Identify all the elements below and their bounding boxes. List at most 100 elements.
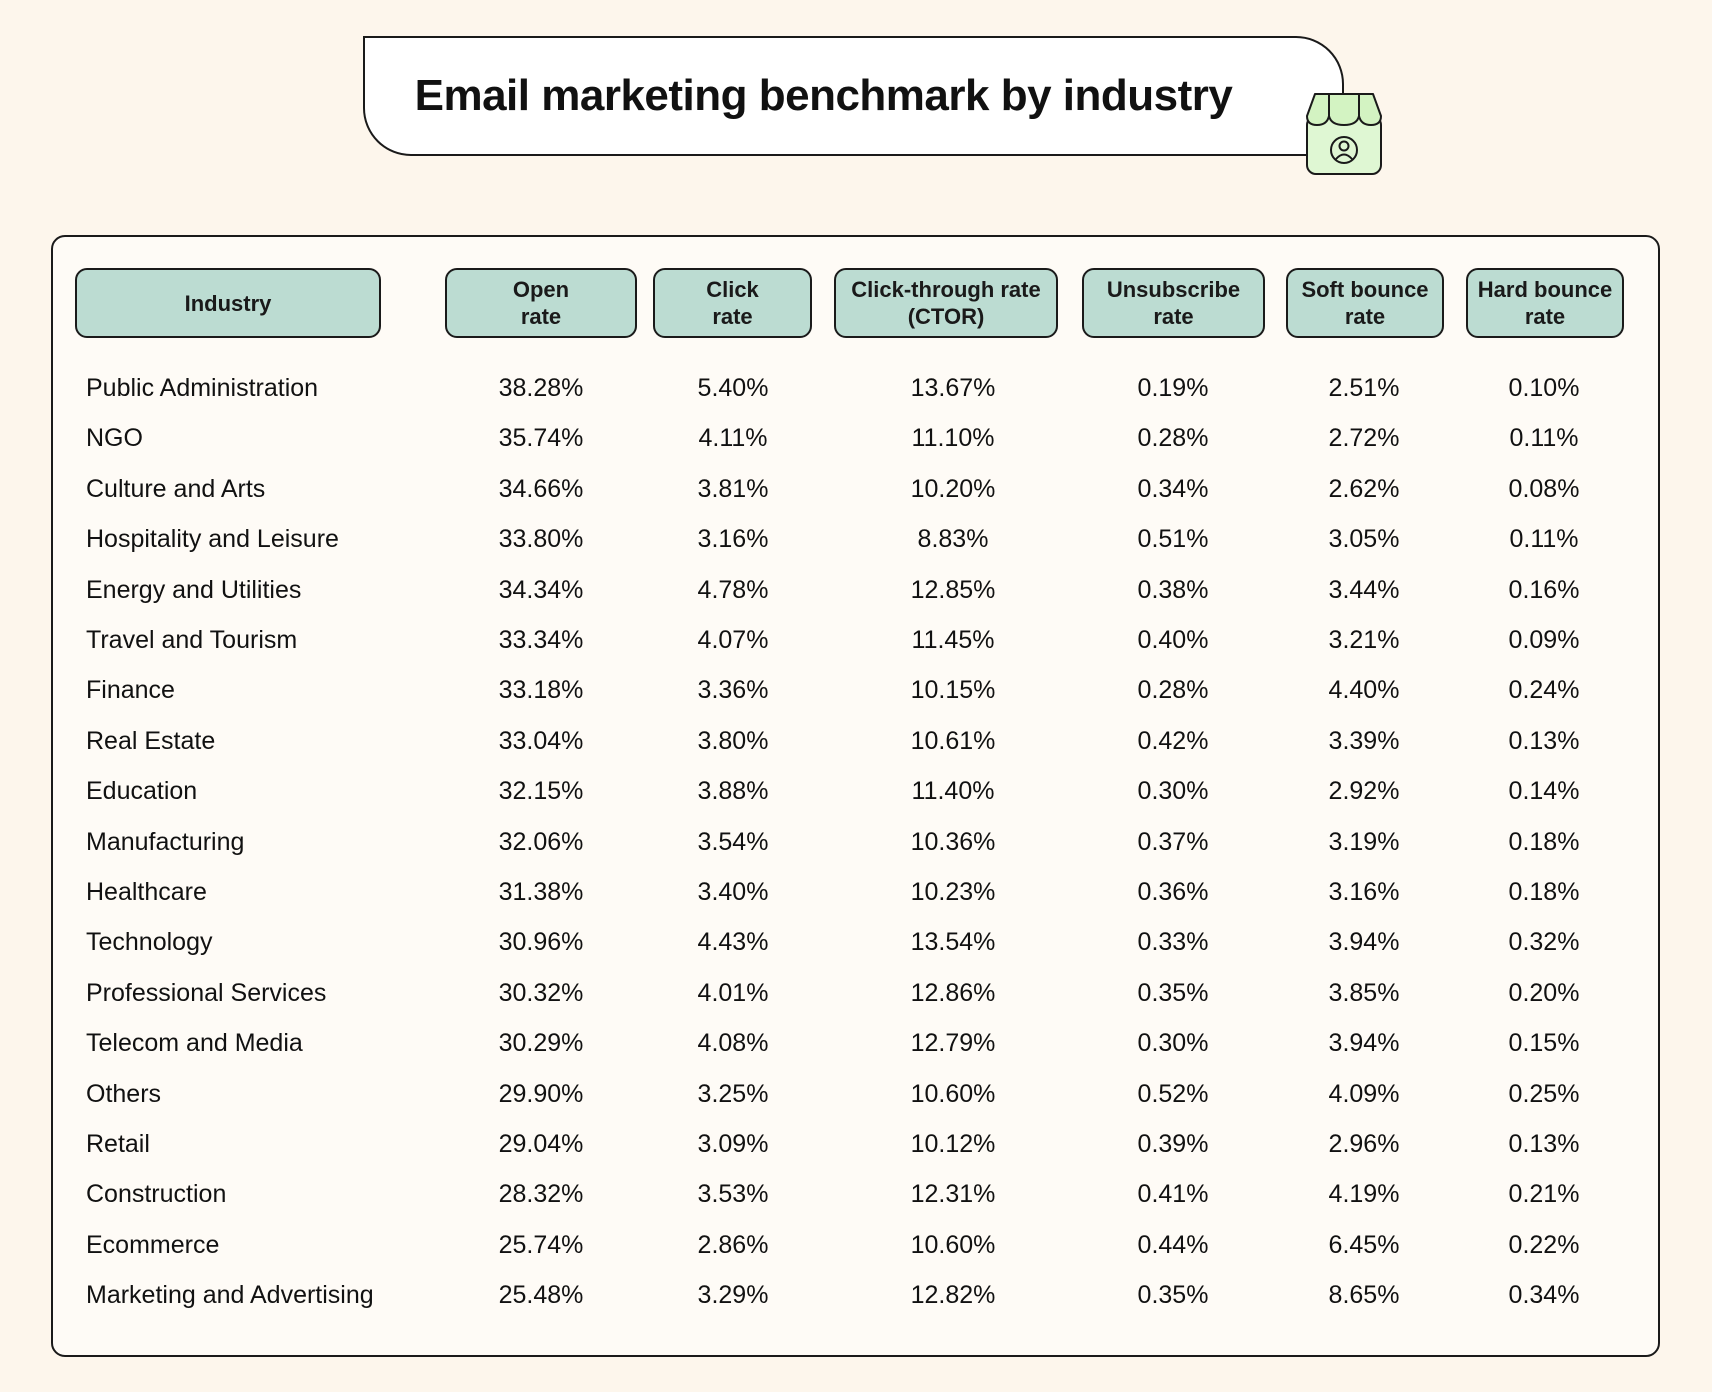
cell-click-rate: 4.43% xyxy=(697,928,769,957)
cell-hard-bounce-rate: 0.09% xyxy=(1508,626,1580,654)
table-row: Public Administration 38.28% 5.40% 13.67% 0.… xyxy=(53,368,1658,408)
cell-hard-bounce-rate: 0.25% xyxy=(1508,1079,1580,1108)
cell-click-rate: 2.86% xyxy=(697,1230,769,1259)
cell-ctor: 12.31% xyxy=(910,1180,996,1209)
cell-soft-bounce-rate: 2.51% xyxy=(1328,374,1400,402)
table-row: Manufacturing 32.06% 3.54% 10.36% 0.37% 3.19%… xyxy=(53,822,1658,862)
cell-ctor: 12.86% xyxy=(910,978,996,1007)
cell-hard-bounce-rate: 0.11% xyxy=(1509,424,1579,453)
cell-click-rate: 3.54% xyxy=(697,827,769,856)
cell-open-rate: 34.34% xyxy=(498,575,584,604)
cell-unsubscribe-rate: 0.28% xyxy=(1137,424,1209,453)
cell-unsubscribe-rate: 0.35% xyxy=(1137,1281,1209,1310)
chart-title: Email marketing benchmark by industry xyxy=(414,71,1233,120)
cell-click-rate: 4.08% xyxy=(697,1029,769,1058)
cell-unsubscribe-rate: 0.39% xyxy=(1137,1130,1209,1158)
cell-click-rate: 3.25% xyxy=(697,1079,769,1108)
cell-open-rate: 34.66% xyxy=(498,474,584,503)
industry-name: Marketing and Advertising xyxy=(86,1281,374,1310)
industry-name: Travel and Tourism xyxy=(86,626,298,654)
cell-click-rate: 3.09% xyxy=(697,1130,769,1158)
cell-ctor: 10.36% xyxy=(910,827,996,856)
cell-hard-bounce-rate: 0.15% xyxy=(1508,1029,1580,1058)
cell-click-rate: 3.81% xyxy=(697,474,769,503)
industry-name: Public Administration xyxy=(86,374,319,402)
industry-name: Energy and Utilities xyxy=(86,575,302,604)
cell-ctor: 10.12% xyxy=(910,1130,996,1158)
column-header-open-rate: Open rate xyxy=(445,268,637,338)
cell-unsubscribe-rate: 0.42% xyxy=(1137,726,1209,755)
industry-name: Healthcare xyxy=(86,878,207,906)
cell-ctor: 12.82% xyxy=(910,1281,996,1310)
cell-open-rate: 30.96% xyxy=(498,928,584,957)
cell-unsubscribe-rate: 0.40% xyxy=(1137,626,1209,654)
storefront-user-icon xyxy=(1306,93,1382,175)
cell-unsubscribe-rate: 0.37% xyxy=(1137,827,1209,856)
cell-open-rate: 33.80% xyxy=(498,525,584,554)
industry-name: NGO xyxy=(86,424,143,453)
cell-open-rate: 29.04% xyxy=(498,1130,584,1158)
cell-open-rate: 28.32% xyxy=(498,1180,584,1209)
cell-ctor: 13.54% xyxy=(910,928,996,957)
table-row: Professional Services 30.32% 4.01% 12.86% 0.… xyxy=(53,973,1658,1013)
cell-hard-bounce-rate: 0.10% xyxy=(1508,374,1580,402)
cell-soft-bounce-rate: 4.19% xyxy=(1328,1180,1400,1209)
industry-name: Telecom and Media xyxy=(86,1029,303,1058)
cell-soft-bounce-rate: 3.16% xyxy=(1328,878,1400,906)
table-row: Healthcare 31.38% 3.40% 10.23% 0.36% 3.16% 0.1… xyxy=(53,872,1658,912)
industry-name: Manufacturing xyxy=(86,827,245,856)
cell-open-rate: 32.06% xyxy=(498,827,584,856)
table-row: Energy and Utilities 34.34% 4.78% 12.85% 0.3… xyxy=(53,570,1658,610)
table-row: NGO 35.74% 4.11% 11.10% 0.28% 2.72% 0.11% xyxy=(53,418,1658,458)
cell-unsubscribe-rate: 0.30% xyxy=(1137,777,1209,806)
table-row: Ecommerce 25.74% 2.86% 10.60% 0.44% 6.45% 0.22… xyxy=(53,1225,1658,1265)
cell-click-rate: 3.29% xyxy=(697,1281,769,1310)
cell-unsubscribe-rate: 0.41% xyxy=(1137,1180,1209,1209)
cell-open-rate: 32.15% xyxy=(498,777,584,806)
cell-hard-bounce-rate: 0.20% xyxy=(1508,978,1580,1007)
table-row: Telecom and Media 30.29% 4.08% 12.79% 0.30% 3… xyxy=(53,1023,1658,1063)
table-row: Hospitality and Leisure 33.80% 3.16% 8.83% 0… xyxy=(53,519,1658,559)
cell-open-rate: 25.48% xyxy=(498,1281,584,1310)
cell-soft-bounce-rate: 3.21% xyxy=(1328,626,1400,654)
cell-ctor: 8.83% xyxy=(917,525,989,554)
industry-name: Retail xyxy=(86,1130,150,1158)
cell-hard-bounce-rate: 0.18% xyxy=(1508,878,1580,906)
cell-click-rate: 3.88% xyxy=(697,777,769,806)
cell-hard-bounce-rate: 0.34% xyxy=(1508,1281,1580,1310)
cell-click-rate: 3.80% xyxy=(697,726,769,755)
cell-hard-bounce-rate: 0.32% xyxy=(1508,928,1580,957)
column-header-soft-bounce-rate: Soft bounce rate xyxy=(1286,268,1444,338)
cell-soft-bounce-rate: 3.05% xyxy=(1328,525,1400,554)
industry-name: Construction xyxy=(86,1180,227,1209)
cell-ctor: 10.61% xyxy=(910,726,996,755)
column-header-ctor: Click-through rate (CTOR) xyxy=(834,268,1058,338)
cell-click-rate: 3.40% xyxy=(697,878,769,906)
cell-unsubscribe-rate: 0.38% xyxy=(1137,575,1209,604)
cell-hard-bounce-rate: 0.22% xyxy=(1508,1230,1580,1259)
cell-open-rate: 35.74% xyxy=(498,424,584,453)
cell-soft-bounce-rate: 3.39% xyxy=(1328,726,1400,755)
cell-hard-bounce-rate: 0.16% xyxy=(1508,575,1580,604)
cell-soft-bounce-rate: 2.92% xyxy=(1328,777,1400,806)
cell-hard-bounce-rate: 0.18% xyxy=(1508,827,1580,856)
cell-soft-bounce-rate: 4.40% xyxy=(1328,676,1400,705)
cell-soft-bounce-rate: 3.44% xyxy=(1328,575,1400,604)
column-header-click-rate: Click rate xyxy=(653,268,812,338)
cell-unsubscribe-rate: 0.28% xyxy=(1137,676,1209,705)
cell-unsubscribe-rate: 0.36% xyxy=(1137,878,1209,906)
cell-ctor: 11.45% xyxy=(911,626,995,654)
cell-unsubscribe-rate: 0.33% xyxy=(1137,928,1209,957)
table-row: Real Estate 33.04% 3.80% 10.61% 0.42% 3.39% 0.… xyxy=(53,721,1658,761)
industry-name: Ecommerce xyxy=(86,1230,220,1259)
column-header-industry: Industry xyxy=(75,268,381,338)
cell-unsubscribe-rate: 0.34% xyxy=(1137,474,1209,503)
cell-hard-bounce-rate: 0.11% xyxy=(1509,525,1579,554)
cell-click-rate: 5.40% xyxy=(697,374,769,402)
cell-ctor: 11.10% xyxy=(911,424,995,453)
cell-click-rate: 4.11% xyxy=(698,424,768,453)
cell-ctor: 10.15% xyxy=(910,676,996,705)
cell-open-rate: 33.34% xyxy=(498,626,584,654)
benchmark-table: Industry Open rate Click rate Click-through… xyxy=(51,235,1660,1357)
cell-open-rate: 30.32% xyxy=(498,978,584,1007)
